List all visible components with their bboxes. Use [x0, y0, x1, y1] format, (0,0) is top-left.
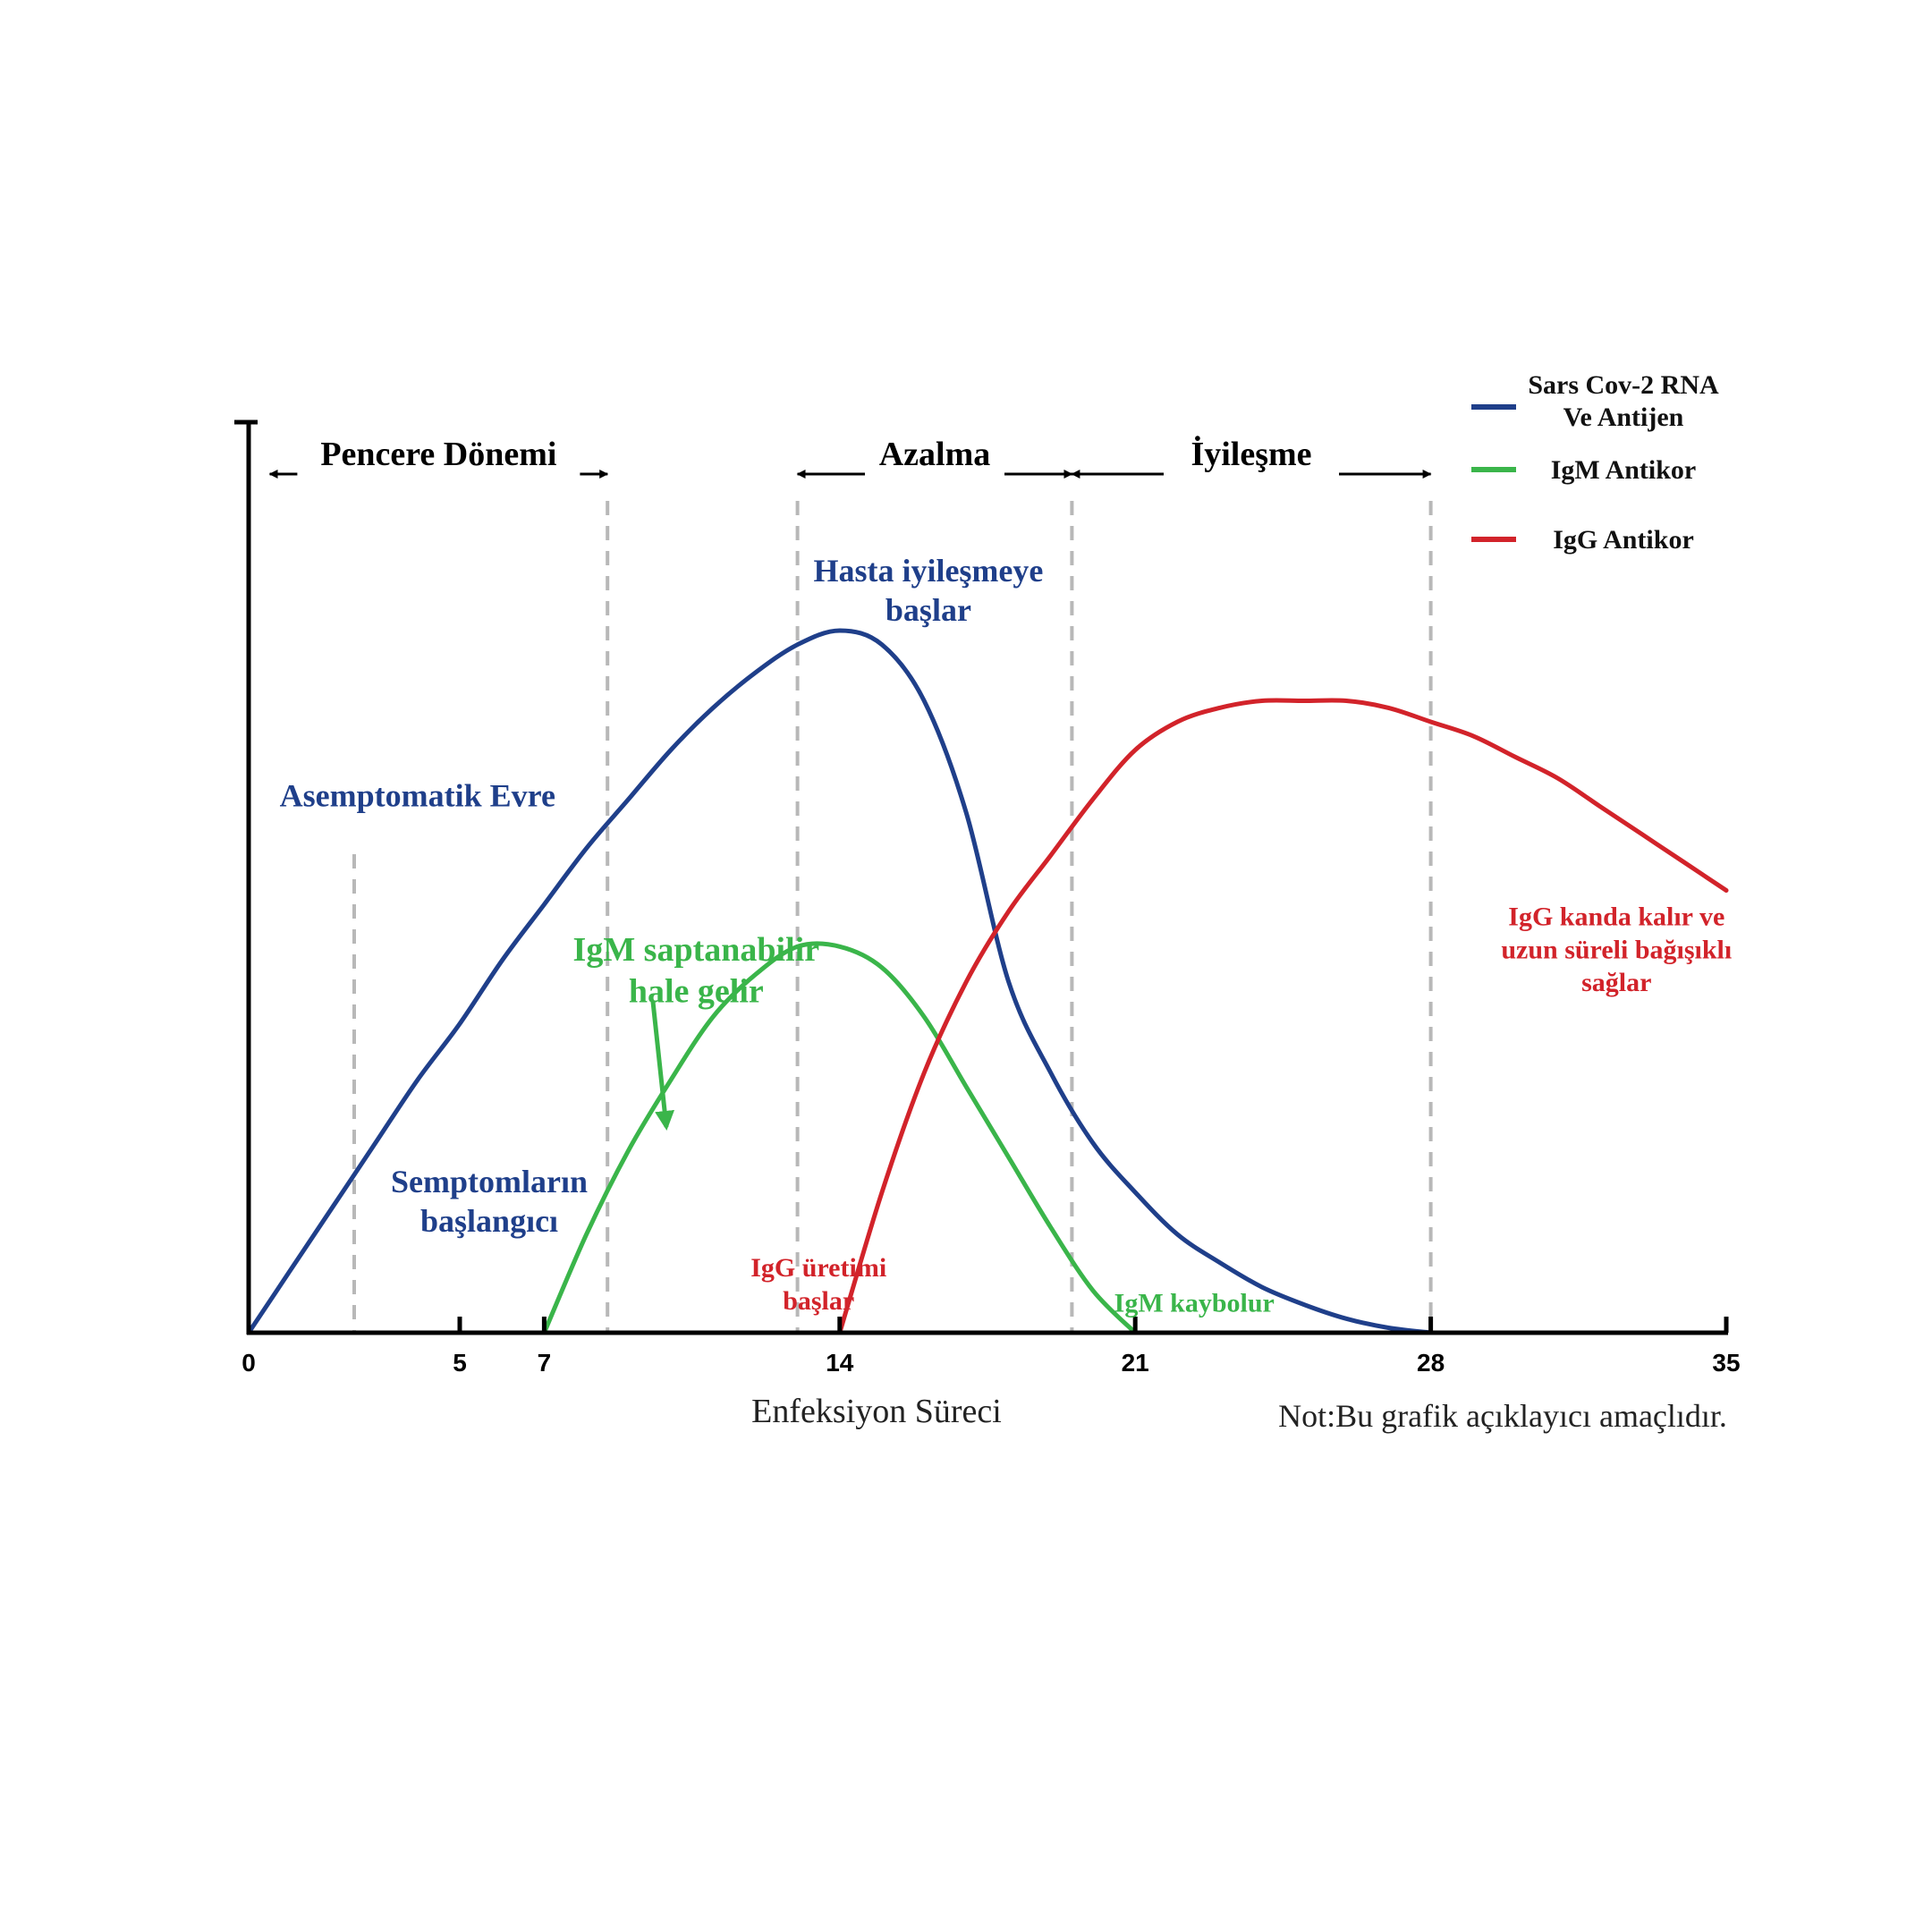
phase-1: Azalma: [796, 436, 1073, 479]
annotation-line: Asemptomatik Evre: [280, 777, 555, 813]
annotation-line: IgG kanda kalır ve: [1508, 902, 1724, 932]
phase-label: Azalma: [879, 436, 991, 473]
annotation-line: uzun süreli bağışıklı: [1501, 935, 1732, 964]
annotation-hasta: Hasta iyileşmeye başlar: [813, 553, 1043, 628]
x-tick-label: 14: [826, 1349, 854, 1377]
x-tick-label: 28: [1417, 1349, 1445, 1377]
annotation-igm-detect: IgM saptanabilir hale gelir: [573, 931, 820, 1010]
phase-2: İyileşme: [1071, 436, 1432, 479]
annotation-line: başlar: [783, 1286, 854, 1316]
legend-item-2: IgG Antikor: [1471, 525, 1694, 555]
legend-label: Sars Cov-2 RNA Ve Antijen: [1528, 370, 1719, 432]
x-tick-label: 5: [453, 1349, 467, 1377]
annotation-line: başlar: [886, 592, 971, 628]
legend-label: IgM Antikor: [1551, 455, 1697, 485]
annotation-igm-lost: IgM kaybolur: [1114, 1288, 1275, 1318]
x-tick-label: 35: [1712, 1349, 1740, 1377]
annotation-line: Hasta iyileşmeye: [813, 553, 1043, 589]
phase-labels: Pencere Dönemi Azalma İyileşme: [268, 436, 1432, 479]
annotations: Asemptomatik Evre Semptomların başlangıcı H…: [280, 553, 1733, 1318]
legend-item-0: Sars Cov-2 RNA Ve Antijen: [1471, 370, 1719, 432]
phase-0: Pencere Dönemi: [268, 436, 609, 479]
annotation-line: IgM kaybolur: [1114, 1288, 1275, 1318]
annotation-line: Semptomların: [391, 1164, 588, 1199]
annotation-line: IgG üretimi: [750, 1253, 886, 1283]
x-ticks: 0 5 7 14 21 28 35: [242, 1317, 1741, 1377]
series-line-0: [246, 628, 1434, 1335]
x-tick-label: 7: [538, 1349, 552, 1377]
legend-item-1: IgM Antikor: [1471, 455, 1696, 485]
annotation-igg-start: IgG üretimi başlar: [750, 1253, 886, 1316]
legend-label-line: Sars Cov-2 RNA: [1528, 370, 1719, 400]
x-tick-label: 21: [1122, 1349, 1149, 1377]
phase-label: Pencere Dönemi: [320, 436, 556, 473]
x-axis-label: Enfeksiyon Süreci: [751, 1393, 1002, 1430]
annotation-igg-remain: IgG kanda kalır ve uzun süreli bağışıklı s…: [1501, 902, 1732, 997]
chart-note: Not:Bu grafik açıklayıcı amaçlıdır.: [1278, 1398, 1727, 1434]
legend-label-line: IgM Antikor: [1551, 455, 1697, 485]
x-tick-label: 0: [242, 1349, 256, 1377]
legend-label-line: Ve Antijen: [1563, 402, 1684, 432]
series-curves: [246, 628, 1729, 1335]
legend: Sars Cov-2 RNA Ve Antijen IgM Antikor IgG A…: [1471, 370, 1719, 555]
series-line-2: [837, 698, 1729, 1335]
annotation-line: IgM saptanabilir: [573, 931, 820, 969]
annotation-semptom: Semptomların başlangıcı: [391, 1164, 588, 1239]
annotation-line: hale gelir: [629, 972, 764, 1010]
phase-label: İyileşme: [1191, 436, 1311, 473]
phase-divider-lines: [352, 501, 1433, 1333]
series-line-1: [541, 941, 1138, 1335]
annotation-line: sağlar: [1581, 968, 1651, 997]
axes: [234, 419, 1728, 1335]
annotation-asemptomatik: Asemptomatik Evre: [280, 777, 555, 813]
annotation-line: başlangıcı: [420, 1203, 558, 1239]
igm-detect-arrow: [650, 1001, 675, 1131]
legend-label-line: IgG Antikor: [1553, 525, 1694, 555]
legend-label: IgG Antikor: [1553, 525, 1694, 555]
